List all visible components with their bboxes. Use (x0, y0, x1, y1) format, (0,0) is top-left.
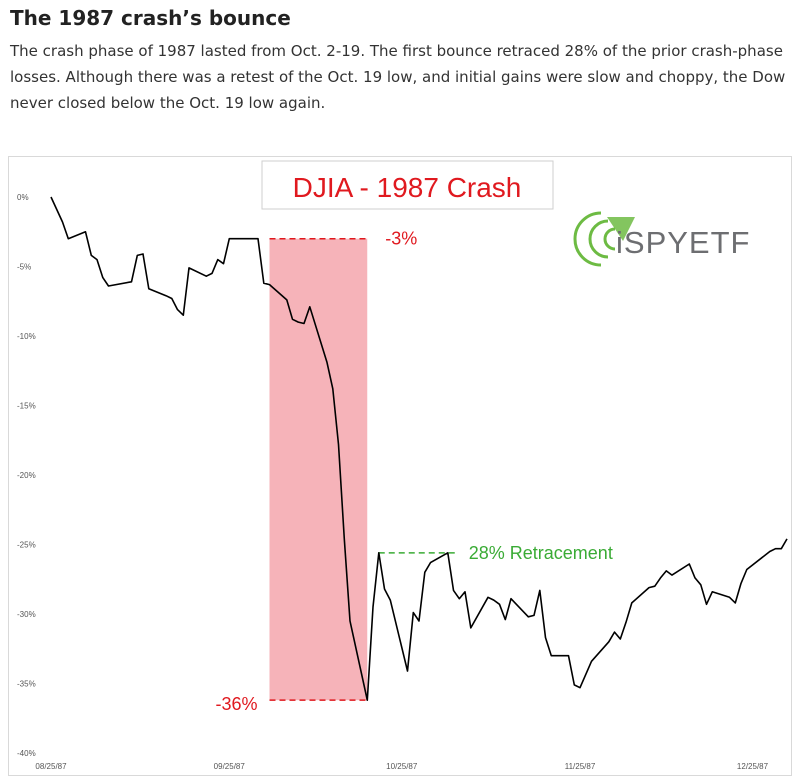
djia-1987-chart: 0% -5% -10% -15% -20% -25% -30% -35% -40% 08/25/8… (17, 160, 788, 771)
x-tick-label: 09/25/87 (214, 762, 246, 771)
retracement-label: 28% Retracement (469, 543, 613, 563)
y-tick-label: -25% (17, 541, 36, 550)
y-tick-label: -40% (17, 749, 36, 758)
chart-title-box (261, 160, 554, 210)
y-tick-label: -30% (17, 610, 36, 619)
y-tick-label: -5% (17, 263, 31, 272)
x-tick-label: 10/25/87 (386, 762, 418, 771)
y-tick-label: -35% (17, 680, 36, 689)
logo-text: iSPYETF (616, 225, 750, 260)
minus-36-label: -36% (215, 694, 257, 714)
djia-line (50, 196, 788, 702)
x-tick-label: 11/25/87 (565, 762, 596, 771)
article-title: The 1987 crash’s bounce (10, 6, 291, 30)
y-tick-label: 0% (17, 193, 29, 202)
article-header: The 1987 crash’s bounce The crash phase … (0, 0, 800, 116)
chart-title: DJIA - 1987 Crash (293, 172, 522, 203)
chart-container: 0% -5% -10% -15% -20% -25% -30% -35% -40% 08/25/8… (8, 156, 792, 776)
minus-3-label: -3% (385, 229, 417, 249)
y-tick-label: -15% (17, 402, 36, 411)
x-tick-label: 12/25/87 (737, 762, 769, 771)
y-tick-label: -10% (17, 332, 36, 341)
logo-emblem-icon (573, 211, 635, 267)
ispyetf-logo: iSPYETF (573, 211, 750, 267)
x-tick-label: 08/25/87 (35, 762, 67, 771)
article-description: The crash phase of 1987 lasted from Oct.… (10, 42, 786, 112)
y-tick-label: -20% (17, 471, 36, 480)
